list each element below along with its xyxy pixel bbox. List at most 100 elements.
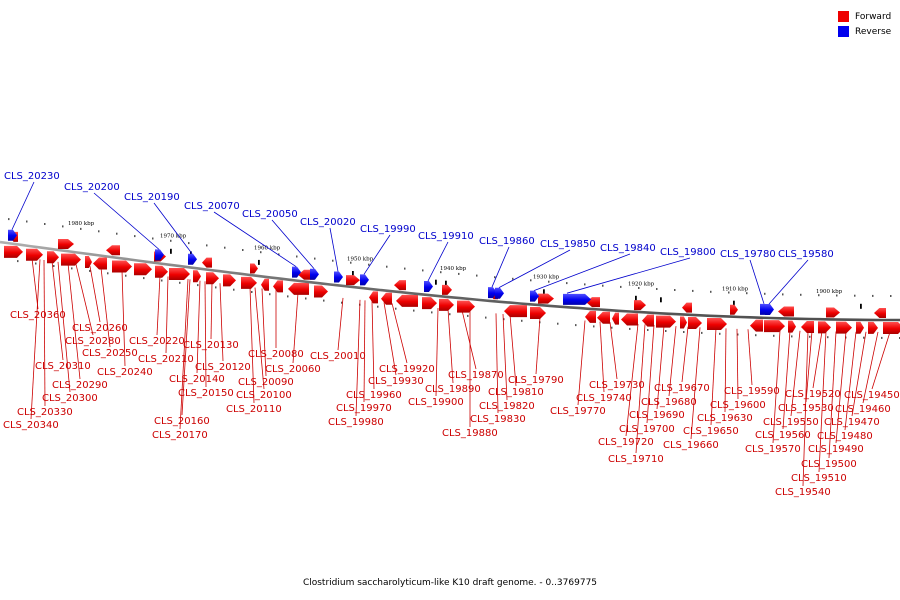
forward-gene-label: CLS_20120 [195,362,251,373]
forward-gene-arrow [314,285,328,298]
forward-gene-arrow [612,312,619,325]
tick-upper [422,269,424,272]
tick-upper [80,227,82,230]
forward-gene-label: CLS_20160 [154,416,210,427]
tick-lower [143,277,145,280]
tick-upper [8,218,10,221]
forward-gene-arrow [26,248,43,261]
reverse-gene-label: CLS_19910 [418,231,474,242]
tick-upper [782,293,784,296]
tick-upper [224,246,226,249]
reverse-swatch [838,26,849,37]
reverse-gene-label: CLS_20190 [124,192,180,203]
forward-gene-arrow [656,315,676,328]
forward-gene-label: CLS_19530 [778,403,834,414]
forward-gene-arrow [788,320,796,333]
reverse-gene-arrow [334,271,343,283]
forward-gene-label: CLS_19660 [663,440,719,451]
forward-gene-arrow [688,317,702,330]
tick-upper [278,253,280,256]
tick-lower [773,334,775,337]
tick-upper [260,251,262,254]
forward-gene-arrow [856,321,864,334]
reverse-gene-label: CLS_20230 [4,171,60,182]
tick-lower [575,324,577,327]
forward-gene-label: CLS_19590 [724,386,780,397]
forward-gene-label: CLS_19510 [791,473,847,484]
tick-upper [62,225,64,228]
reverse-connector [427,241,449,282]
forward-gene-label: CLS_19790 [508,375,564,386]
forward-gene-label: CLS_20010 [310,351,366,362]
tick-upper [188,242,190,245]
reverse-gene-label: CLS_20020 [300,217,356,228]
forward-gene-label: CLS_20290 [52,380,108,391]
reverse-gene-label: CLS_19840 [600,243,656,254]
tick-upper [890,295,892,297]
forward-gene-arrow [530,306,546,319]
forward-gene-label: CLS_19890 [425,384,481,395]
tick-lower [395,307,397,310]
tick-lower [665,330,667,332]
forward-connector [363,300,366,403]
reverse-connector [11,181,35,230]
forward-gene-label: CLS_19560 [755,430,811,441]
forward-gene-label: CLS_19600 [710,400,766,411]
reverse-gene-arrow [360,274,369,286]
forward-gene-label: CLS_20250 [82,348,138,359]
forward-gene-label: CLS_20060 [265,364,321,375]
forward-connector [447,308,454,384]
tick-upper [116,232,118,235]
tick-lower [431,311,433,314]
forward-gene-label: CLS_20080 [248,349,304,360]
forward-connector [204,281,207,388]
tick-lower [449,313,451,316]
reverse-connector [271,219,315,269]
tick-marks [8,218,900,339]
reverse-gene-arrow [310,268,319,280]
tick-upper [494,276,496,279]
forward-gene-arrow [85,256,92,269]
major-tick [733,300,735,306]
reverse-gene-label: CLS_19580 [778,249,834,260]
forward-connector [818,331,827,473]
tick-lower [647,329,649,331]
forward-connector [261,288,267,377]
tick-upper [440,271,442,274]
forward-connector [249,286,255,404]
forward-gene-label: CLS_19740 [576,393,632,404]
forward-connector [355,299,361,417]
forward-connector [724,328,727,413]
forward-connector [805,331,813,403]
forward-gene-label: CLS_20310 [35,361,91,372]
reverse-connector [213,211,297,267]
forward-connector [736,328,739,400]
reverse-gene-label: CLS_20200 [64,182,120,193]
forward-gene-label: CLS_19980 [328,417,384,428]
forward-gene-label: CLS_19710 [608,454,664,465]
forward-gene-arrow [155,265,168,278]
forward-connector [502,313,508,401]
forward-gene-arrow [47,251,59,264]
forward-gene-label: CLS_19670 [654,383,710,394]
forward-gene-arrow [169,268,190,281]
forward-connector [51,261,64,361]
tick-upper [584,283,586,286]
forward-gene-label: CLS_19870 [448,370,504,381]
forward-gene-arrow-upper [106,245,120,256]
reverse-gene-label: CLS_19800 [660,247,716,258]
kbp-label: 1940 kbp [440,266,467,272]
forward-gene-label: CLS_20100 [236,390,292,401]
major-tick [635,295,637,301]
forward-gene-arrow-upper [58,238,74,249]
forward-gene-label: CLS_19490 [808,444,864,455]
tick-upper [602,284,604,287]
forward-gene-label: CLS_20130 [183,340,239,351]
major-tick [445,280,447,286]
tick-lower [251,291,253,293]
forward-gene-label: CLS_19720 [598,437,654,448]
tick-lower [593,325,595,328]
forward-connector [121,270,126,367]
forward-connector [57,261,71,393]
tick-upper [638,287,640,289]
